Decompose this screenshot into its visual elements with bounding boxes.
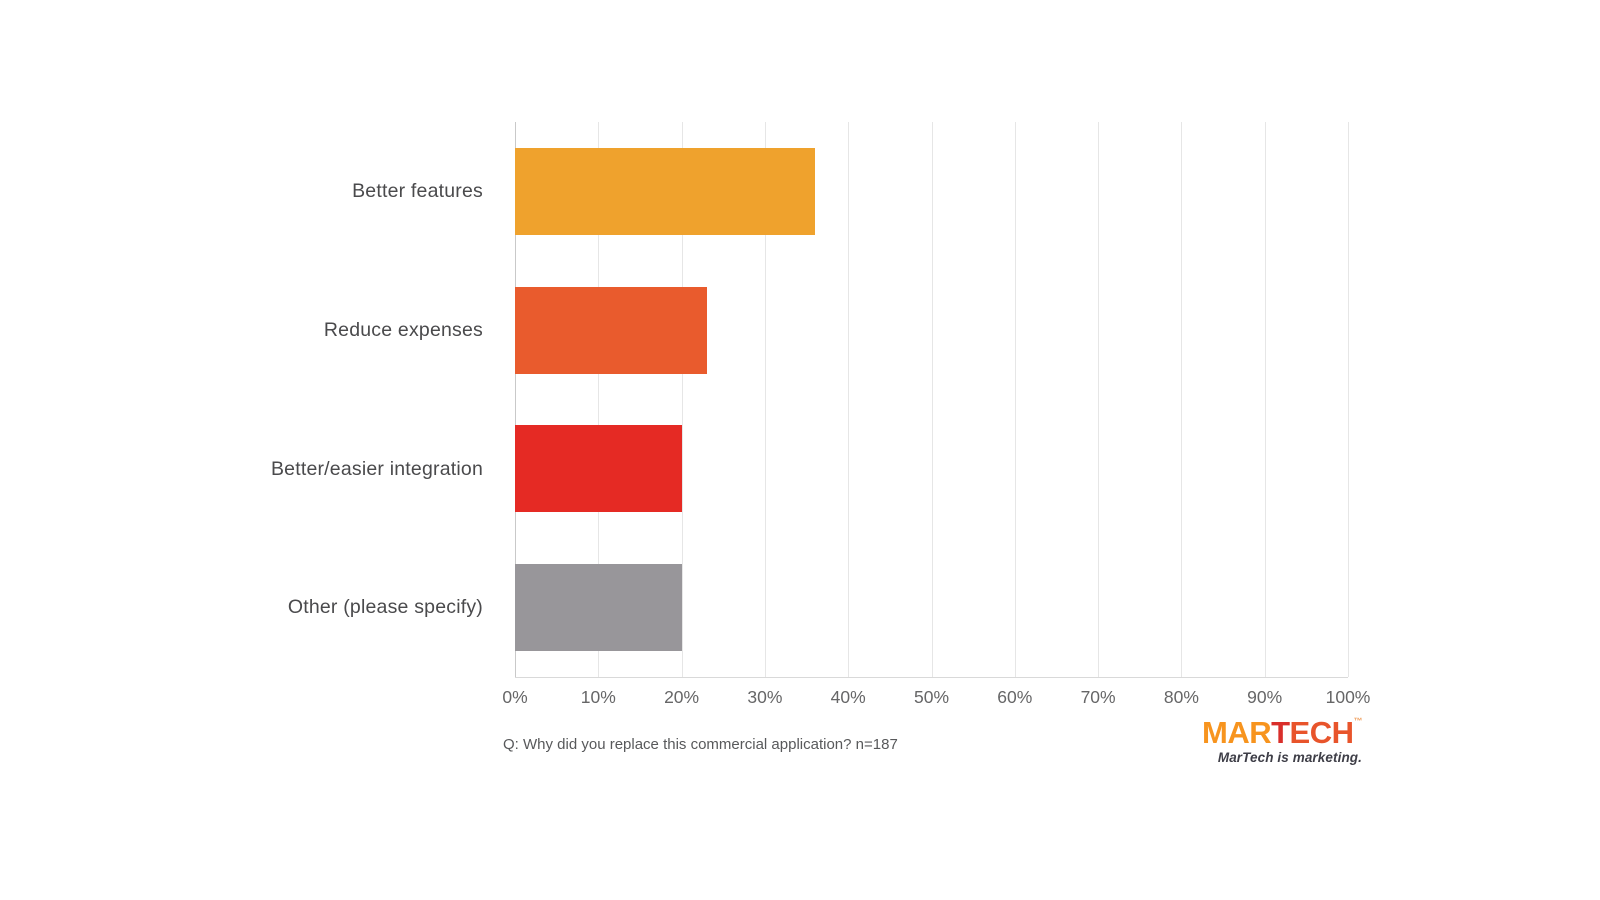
x-tick-label-40: 40% bbox=[830, 687, 866, 707]
gridline-60 bbox=[1014, 122, 1016, 677]
x-tick-label-30: 30% bbox=[747, 687, 783, 707]
logo-trademark: ™ bbox=[1353, 716, 1363, 726]
gridline-40 bbox=[848, 122, 850, 677]
logo-tagline: MarTech is marketing. bbox=[1217, 750, 1362, 765]
x-tick-label-100: 100% bbox=[1325, 687, 1371, 707]
gridline-90 bbox=[1264, 122, 1266, 677]
logo-part-mar: MAR bbox=[1202, 715, 1272, 750]
gridline-20 bbox=[681, 122, 683, 677]
gridline-30 bbox=[764, 122, 766, 677]
chart-caption: Q: Why did you replace this commercial a… bbox=[503, 736, 898, 753]
bar-better-features bbox=[515, 147, 815, 235]
logo-part-ech: ECH bbox=[1289, 715, 1354, 750]
martech-logo: MARTECH™ MarTech is marketing. bbox=[1202, 717, 1362, 765]
x-tick-label-70: 70% bbox=[1080, 687, 1116, 707]
x-tick-label-50: 50% bbox=[913, 687, 950, 707]
x-tick-label-20: 20% bbox=[664, 687, 700, 707]
gridline-0 bbox=[515, 122, 516, 677]
martech-logo-wordmark: MARTECH™ bbox=[1202, 715, 1363, 750]
gridline-50 bbox=[931, 122, 933, 677]
category-label-1: Reduce expenses bbox=[323, 318, 483, 341]
gridline-100 bbox=[1348, 122, 1349, 677]
category-label-3: Other (please specify) bbox=[287, 596, 483, 619]
bar-other-please-specify bbox=[515, 564, 682, 652]
bar-better-easier-integration bbox=[515, 425, 682, 513]
x-tick-label-0: 0% bbox=[502, 687, 528, 707]
x-tick-label-80: 80% bbox=[1163, 687, 1199, 707]
gridline-10 bbox=[598, 122, 600, 677]
bar-reduce-expenses bbox=[515, 286, 707, 374]
category-label-2: Better/easier integration bbox=[270, 457, 483, 480]
gridline-70 bbox=[1098, 122, 1100, 677]
x-tick-label-60: 60% bbox=[997, 687, 1033, 707]
logo-part-t: T bbox=[1271, 715, 1290, 750]
category-label-0: Better features bbox=[352, 180, 483, 202]
x-tick-label-10: 10% bbox=[580, 687, 616, 707]
plot-area bbox=[515, 122, 1349, 678]
x-tick-label-90: 90% bbox=[1247, 687, 1283, 707]
gridline-80 bbox=[1181, 122, 1183, 677]
